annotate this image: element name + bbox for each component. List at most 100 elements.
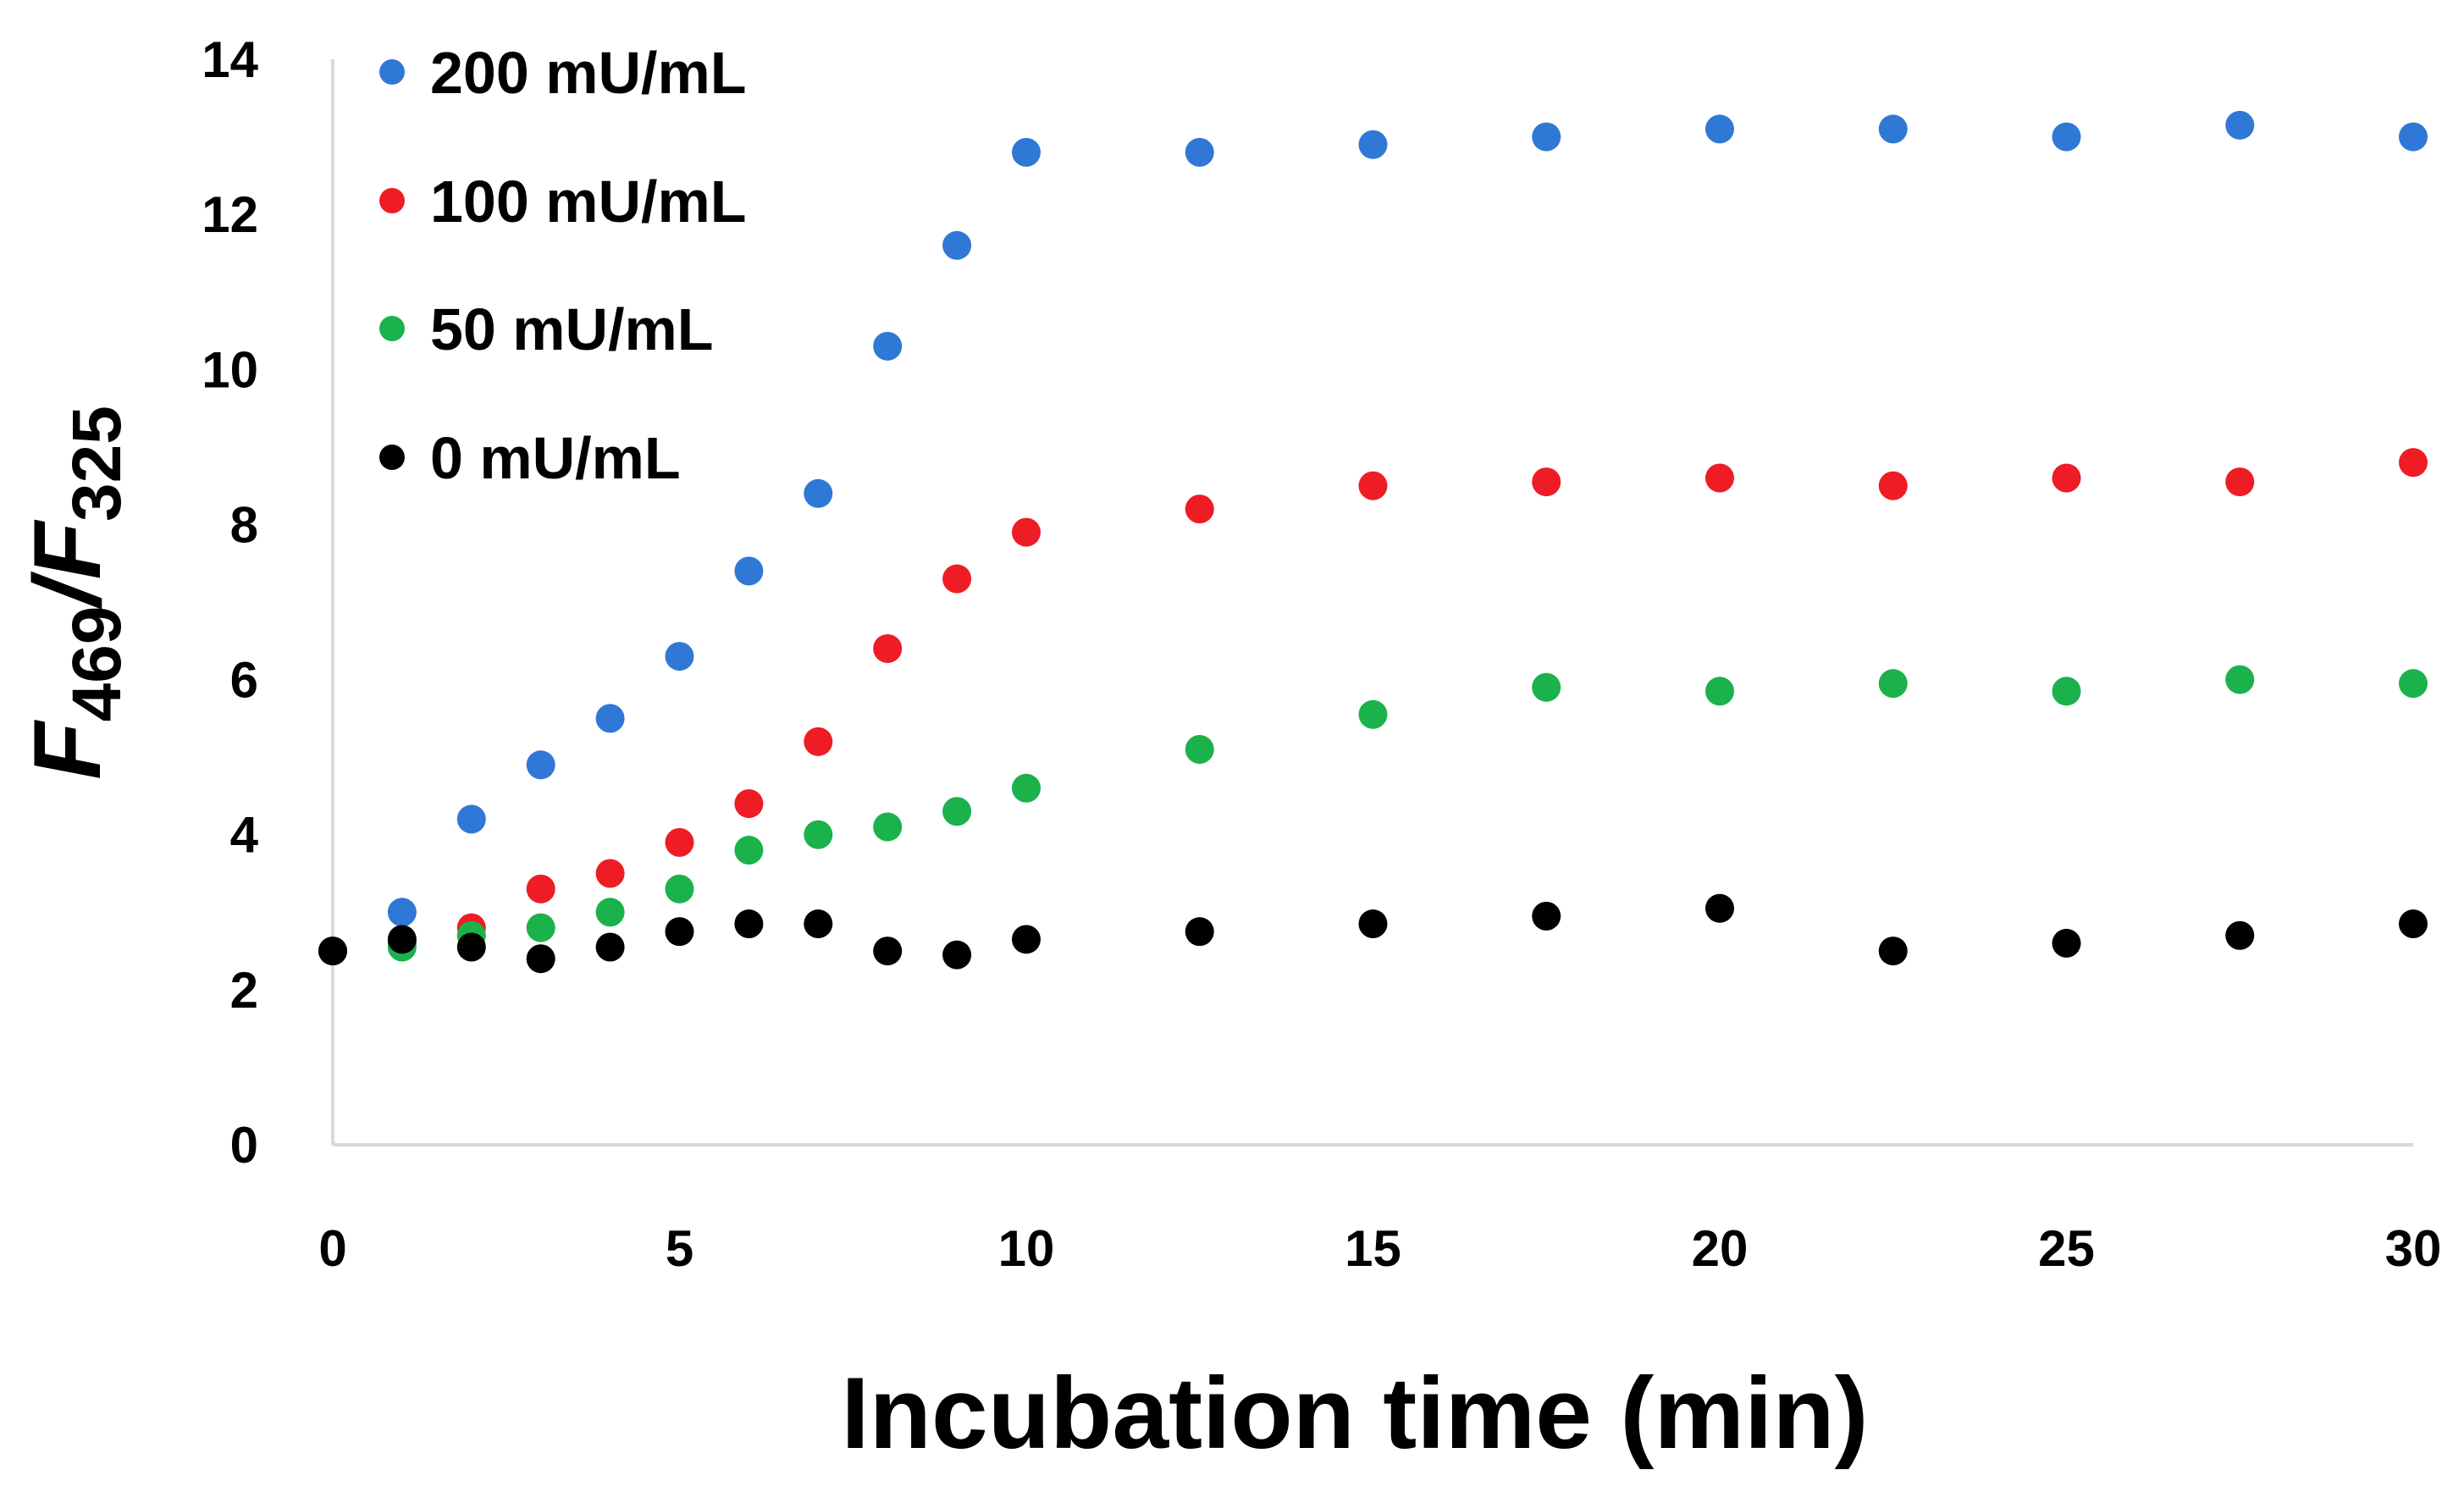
data-point-series-1 xyxy=(2225,467,2255,497)
data-point-series-2 xyxy=(2399,669,2428,699)
y-tick-label: 14 xyxy=(202,31,258,88)
data-point-series-2 xyxy=(526,913,555,942)
x-tick-label: 25 xyxy=(2038,1220,2095,1277)
data-point-series-1 xyxy=(734,789,764,819)
legend-label-series-0: 200 mU/mL xyxy=(430,40,746,106)
y-tick-labels: 0 2 4 6 8 10 12 14 xyxy=(202,31,258,1174)
data-point-series-1 xyxy=(1878,471,1908,500)
x-tick-label: 0 xyxy=(318,1220,346,1277)
data-point-series-2 xyxy=(2225,665,2255,694)
data-point-series-3 xyxy=(1358,909,1388,939)
data-point-series-3 xyxy=(665,917,694,947)
data-point-series-1 xyxy=(1532,467,1561,497)
data-point-series-0 xyxy=(942,230,972,260)
x-tick-label: 20 xyxy=(1692,1220,1749,1277)
data-point-series-3 xyxy=(942,940,972,970)
y-axis-title-main-1: F xyxy=(14,720,120,780)
data-point-series-3 xyxy=(526,944,555,974)
data-point-series-3 xyxy=(1185,917,1214,947)
data-point-series-2 xyxy=(873,812,903,842)
x-tick-label: 5 xyxy=(666,1220,693,1277)
data-point-series-0 xyxy=(456,804,486,834)
y-tick-label: 6 xyxy=(230,652,258,709)
data-point-series-2 xyxy=(1185,734,1214,764)
data-point-series-2 xyxy=(1705,677,1734,706)
data-point-series-0 xyxy=(804,478,833,508)
legend-label-series-2: 50 mU/mL xyxy=(430,296,714,362)
data-point-series-0 xyxy=(2225,110,2255,140)
data-point-series-0 xyxy=(734,556,764,586)
data-point-series-3 xyxy=(318,937,347,966)
data-point-series-3 xyxy=(873,937,903,966)
data-point-series-1 xyxy=(1185,495,1214,524)
data-point-series-3 xyxy=(1532,901,1561,931)
data-point-series-2 xyxy=(1358,699,1388,729)
data-point-series-0 xyxy=(387,898,417,927)
x-tick-label: 15 xyxy=(1345,1220,1401,1277)
x-tick-label: 10 xyxy=(998,1220,1055,1277)
data-points xyxy=(318,110,2428,974)
legend-marker-series-0 xyxy=(379,59,405,85)
data-point-series-2 xyxy=(665,874,694,903)
data-point-series-1 xyxy=(873,633,903,663)
x-axis-title: Incubation time (min) xyxy=(841,1357,1868,1470)
data-point-series-3 xyxy=(1878,937,1908,966)
data-point-series-3 xyxy=(734,909,764,939)
data-point-series-2 xyxy=(942,797,972,826)
legend-marker-series-3 xyxy=(379,445,405,470)
data-point-series-2 xyxy=(595,898,625,927)
data-point-series-3 xyxy=(804,909,833,939)
data-point-series-3 xyxy=(2399,909,2428,939)
data-point-series-0 xyxy=(595,704,625,733)
legend: 200 mU/mL 100 mU/mL 50 mU/mL 0 mU/mL xyxy=(379,40,746,491)
data-point-series-1 xyxy=(942,564,972,594)
data-point-series-0 xyxy=(1358,130,1388,159)
y-axis-title: F469/F325 xyxy=(14,406,135,780)
legend-marker-series-1 xyxy=(379,188,405,213)
y-tick-label: 4 xyxy=(230,807,259,864)
data-point-series-3 xyxy=(1012,925,1041,954)
data-point-series-2 xyxy=(734,836,764,865)
data-point-series-1 xyxy=(2399,448,2428,478)
legend-label-series-3: 0 mU/mL xyxy=(430,425,681,491)
data-point-series-0 xyxy=(1185,137,1214,167)
data-point-series-0 xyxy=(1705,114,1734,144)
data-point-series-0 xyxy=(1012,137,1041,167)
y-axis-title-sub-2: 325 xyxy=(58,406,135,522)
data-point-series-1 xyxy=(1358,471,1388,500)
data-point-series-1 xyxy=(526,874,555,903)
data-point-series-2 xyxy=(804,820,833,849)
data-point-series-3 xyxy=(595,932,625,962)
data-point-series-1 xyxy=(804,727,833,756)
data-point-series-3 xyxy=(387,925,417,954)
data-point-series-1 xyxy=(1705,463,1734,493)
data-point-series-3 xyxy=(2225,920,2255,950)
y-tick-label: 2 xyxy=(230,962,258,1019)
data-point-series-2 xyxy=(2052,677,2081,706)
data-point-series-0 xyxy=(873,331,903,361)
x-tick-labels: 0 5 10 15 20 25 30 xyxy=(318,1220,2441,1277)
legend-marker-series-2 xyxy=(379,316,405,341)
y-axis-title-main-2: F xyxy=(14,519,120,579)
y-tick-label: 12 xyxy=(202,186,258,243)
data-point-series-2 xyxy=(1532,672,1561,702)
data-point-series-0 xyxy=(2399,122,2428,152)
data-point-series-2 xyxy=(1012,773,1041,803)
data-point-series-3 xyxy=(456,932,486,962)
data-point-series-2 xyxy=(1878,669,1908,699)
y-axis-title-sub-1: 469 xyxy=(58,606,135,722)
y-tick-label: 8 xyxy=(230,496,258,553)
legend-label-series-1: 100 mU/mL xyxy=(430,169,746,235)
data-point-series-1 xyxy=(2052,463,2081,493)
data-point-series-3 xyxy=(2052,928,2081,958)
y-tick-label: 10 xyxy=(202,341,258,398)
y-tick-label: 0 xyxy=(230,1117,258,1174)
data-point-series-0 xyxy=(2052,122,2081,152)
data-point-series-3 xyxy=(1705,893,1734,923)
data-point-series-1 xyxy=(595,859,625,888)
data-point-series-0 xyxy=(526,750,555,780)
data-point-series-0 xyxy=(1878,114,1908,144)
data-point-series-0 xyxy=(1532,122,1561,152)
data-point-series-0 xyxy=(665,642,694,671)
